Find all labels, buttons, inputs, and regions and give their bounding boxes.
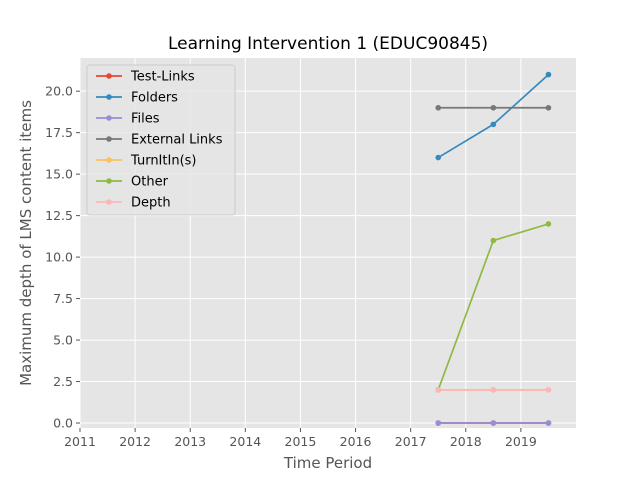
y-tick-label: 2.5: [53, 374, 73, 389]
data-point-folders: [490, 121, 497, 128]
x-tick-label: 2013: [174, 434, 206, 449]
legend-marker: [106, 73, 112, 79]
data-point-other: [545, 221, 552, 227]
legend-box: [86, 64, 236, 216]
legend-label: TurnItIn(s): [130, 154, 196, 169]
x-tick-label: 2016: [340, 434, 372, 449]
data-point-files: [545, 420, 552, 426]
legend-label: Test-Links: [130, 70, 195, 85]
y-tick-label: 0.0: [53, 416, 73, 431]
legend-marker: [106, 136, 112, 142]
legend-marker: [106, 199, 112, 205]
legend-label: Other: [131, 175, 169, 190]
x-tick-label: 2011: [64, 434, 96, 449]
data-point-depth: [490, 387, 497, 393]
data-point-other: [490, 237, 497, 244]
data-point-files: [490, 420, 497, 426]
x-tick-label: 2017: [395, 434, 427, 449]
x-axis-label: Time Period: [283, 454, 372, 472]
data-point-folders: [435, 154, 442, 161]
y-tick-label: 5.0: [53, 333, 73, 348]
y-tick-label: 20.0: [45, 84, 73, 99]
legend-label: Folders: [131, 91, 178, 106]
legend-marker: [106, 115, 112, 121]
x-tick-label: 2014: [229, 434, 261, 449]
y-tick-label: 7.5: [53, 291, 73, 306]
y-tick-label: 17.5: [45, 125, 73, 140]
legend-marker: [106, 178, 112, 184]
legend-marker: [106, 94, 112, 100]
data-point-depth: [435, 387, 442, 393]
y-tick-label: 12.5: [45, 208, 73, 223]
x-tick-label: 2018: [450, 434, 482, 449]
legend-marker: [106, 157, 112, 163]
data-point-external-links: [490, 104, 497, 111]
data-point-external-links: [435, 104, 442, 111]
x-tick-labels: 2011 2012 2013 2014 2015 2016 2017 2018 2019: [64, 434, 537, 449]
x-tick-label: 2012: [119, 434, 151, 449]
legend-label: Files: [131, 112, 160, 127]
legend: Test-Links Folders Files External Links Turn…: [86, 64, 236, 216]
y-tick-label: 15.0: [45, 167, 73, 182]
y-tick-label: 10.0: [45, 250, 73, 265]
data-point-external-links: [545, 104, 552, 111]
data-point-depth: [545, 387, 552, 393]
x-tick-label: 2015: [285, 434, 317, 449]
data-point-files: [435, 420, 442, 426]
chart-title: Learning Intervention 1 (EDUC90845): [168, 34, 488, 54]
legend-label: External Links: [131, 133, 223, 148]
y-axis-label: Maximum depth of LMS content items: [17, 100, 35, 386]
legend-label: Depth: [131, 196, 171, 211]
data-series: [435, 71, 552, 426]
data-point-folders: [545, 71, 552, 78]
x-tick-label: 2019: [505, 434, 537, 449]
y-tick-labels: 0.0 2.5 5.0 7.5 10.0 12.5 15.0 17.5 20.0: [45, 84, 73, 431]
